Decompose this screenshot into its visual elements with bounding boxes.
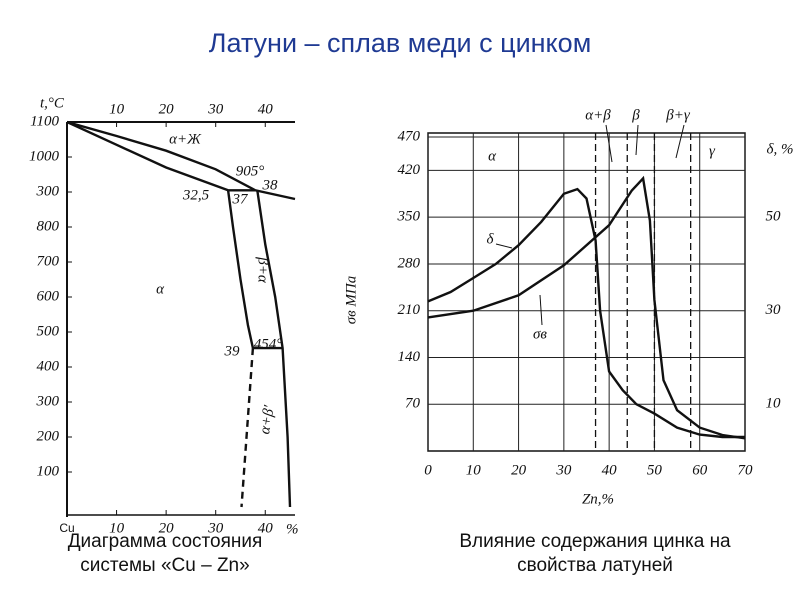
series-line [256, 190, 292, 508]
annotation-pointer [495, 243, 513, 249]
y-tick-label: 400 [37, 358, 60, 374]
annotation: α [488, 148, 497, 164]
annotation: 38 [262, 177, 279, 193]
top-x-tick-label: 10 [109, 101, 125, 117]
x-tick-label: 10 [109, 520, 125, 536]
annotation: 454° [254, 336, 283, 352]
y-tick-label: 700 [37, 253, 60, 269]
series-line [226, 190, 255, 349]
y-tick-label: 470 [398, 128, 421, 144]
y-tick-label: 140 [398, 349, 421, 365]
annotation-pointer [605, 124, 613, 163]
annotation: α+β [585, 107, 611, 123]
annotation: 37 [232, 191, 250, 207]
y-tick-label: 300 [36, 183, 60, 199]
annotation: α [156, 281, 165, 297]
y-tick-label: 420 [398, 162, 421, 178]
annotation: β [631, 107, 640, 123]
x-axis-label: % [286, 521, 299, 537]
annotation: α+Ж [169, 131, 202, 147]
annotation: β+α [255, 256, 271, 284]
y-tick-label: 500 [37, 323, 60, 339]
y-tick-label: 210 [398, 302, 421, 318]
y-tick-label: 350 [397, 209, 421, 225]
x-tick-label: 10 [466, 462, 482, 478]
y-axis-label: t,°C [40, 95, 65, 111]
x-tick-label: 50 [647, 462, 663, 478]
caption: Диаграмма состояния системы «Cu – Zn» [68, 531, 263, 576]
x-tick-label: 30 [207, 520, 224, 536]
x-tick-label: 20 [159, 520, 175, 536]
annotation: γ [709, 143, 716, 159]
y-tick-label: 200 [37, 428, 60, 444]
series-line [240, 348, 255, 508]
series-line [66, 120, 229, 192]
x-tick-label: 0 [424, 462, 432, 478]
annotation: 39 [224, 343, 241, 359]
y2-tick-label: 30 [765, 302, 782, 318]
series-line [427, 187, 745, 439]
y-tick-label: 1100 [30, 113, 59, 129]
top-x-tick-label: 30 [207, 101, 224, 117]
y-tick-label: 280 [398, 255, 421, 271]
annotation-pointer [635, 124, 639, 156]
x-tick-label: 70 [738, 462, 754, 478]
top-x-tick-label: 20 [159, 101, 175, 117]
x-axis-label: Zn,% [582, 491, 614, 507]
y2-tick-label: 50 [766, 209, 782, 225]
series-line [66, 120, 296, 201]
x-tick-label: 40 [602, 462, 618, 478]
x-tick-label: 60 [692, 462, 708, 478]
annotation: δ [487, 231, 495, 247]
annotation: 32,5 [182, 187, 210, 203]
y-tick-label: 100 [37, 463, 60, 479]
x-tick-label: 30 [555, 462, 572, 478]
annotation-pointer [539, 294, 543, 326]
annotation: σв [533, 326, 547, 342]
top-x-tick-label: 40 [258, 101, 274, 117]
y-tick-label: 1000 [29, 148, 60, 164]
caption: Влияние содержания цинка на свойства лату… [459, 531, 731, 576]
slide-title: Латуни – сплав меди с цинком [209, 28, 592, 58]
series-line [427, 175, 746, 440]
annotation: 905° [236, 163, 265, 179]
y-tick-label: 300 [36, 393, 60, 409]
x-tick-label: Cu [59, 521, 74, 535]
y-tick-label: 70 [405, 396, 421, 412]
y2-tick-label: 10 [766, 396, 782, 412]
y-tick-label: 800 [37, 218, 60, 234]
annotation-pointer [675, 124, 685, 159]
x-tick-label: 20 [511, 462, 527, 478]
x-tick-label: 40 [258, 520, 274, 536]
y2-axis-label: δ, % [767, 141, 794, 157]
y-axis-label: σв МПа [343, 276, 359, 325]
y-tick-label: 600 [37, 288, 60, 304]
annotation: β+γ [665, 107, 691, 123]
annotation: α+β' [257, 404, 278, 436]
